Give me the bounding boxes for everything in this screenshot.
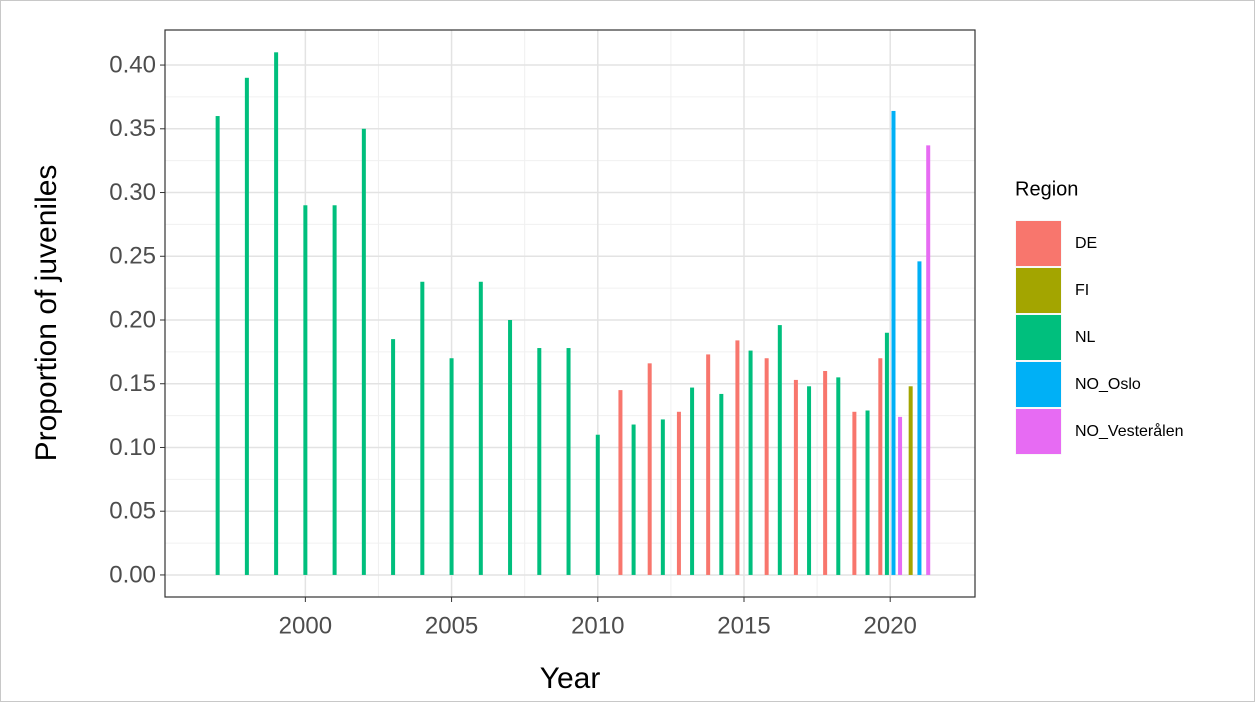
bar: [764, 358, 769, 575]
y-tick-label: 0.10: [109, 434, 156, 461]
bar: [215, 116, 220, 575]
bar: [891, 110, 896, 575]
legend-label: NL: [1075, 329, 1096, 346]
legend-swatch: [1016, 221, 1061, 266]
bar: [748, 350, 753, 575]
x-tick-label: 2010: [571, 612, 624, 639]
legend-swatch: [1016, 362, 1061, 407]
legend-title: Region: [1015, 178, 1078, 200]
bar: [836, 377, 841, 575]
bar: [823, 370, 828, 575]
x-axis-title: Year: [540, 662, 601, 695]
bar: [332, 205, 337, 575]
bar: [420, 281, 425, 575]
bar: [690, 387, 695, 575]
bar: [926, 145, 931, 575]
bar: [449, 358, 454, 575]
bar: [908, 386, 913, 575]
y-tick-label: 0.15: [109, 370, 156, 397]
bar: [274, 52, 279, 575]
bar: [618, 390, 623, 575]
y-tick-label: 0.40: [109, 51, 156, 78]
bar: [917, 261, 922, 575]
bar: [595, 434, 600, 575]
bar: [244, 77, 249, 575]
bar: [719, 393, 724, 575]
x-tick-label: 2020: [864, 612, 917, 639]
legend-swatch: [1016, 268, 1061, 313]
bar: [303, 205, 308, 575]
bar: [361, 128, 366, 575]
bar: [631, 424, 636, 575]
x-tick-label: 2000: [279, 612, 332, 639]
y-tick-label: 0.20: [109, 306, 156, 333]
legend-label: DE: [1075, 235, 1097, 252]
bar: [884, 332, 889, 575]
bar: [852, 411, 857, 575]
bar: [898, 416, 903, 575]
bar: [508, 320, 513, 575]
legend-label: NO_Vesterålen: [1075, 422, 1184, 440]
bar: [537, 348, 542, 575]
y-tick-label: 0.05: [109, 498, 156, 525]
x-tick-label: 2015: [717, 612, 770, 639]
bar: [676, 411, 681, 575]
bar: [391, 339, 396, 575]
bar: [865, 410, 870, 575]
y-tick-label: 0.30: [109, 179, 156, 206]
bar: [647, 363, 652, 575]
legend-label: NO_Oslo: [1075, 376, 1141, 393]
y-tick-label: 0.00: [109, 561, 156, 588]
bar: [706, 354, 711, 575]
bar: [777, 325, 782, 575]
y-axis-title: Proportion of juveniles: [30, 165, 63, 462]
legend-swatch: [1016, 409, 1061, 454]
bar: [566, 348, 571, 575]
x-tick-label: 2005: [425, 612, 478, 639]
y-tick-label: 0.25: [109, 243, 156, 270]
legend-label: FI: [1075, 282, 1089, 299]
bar: [478, 281, 483, 575]
bar: [660, 419, 665, 575]
bar: [793, 379, 798, 575]
plot-border: [164, 29, 976, 598]
bar: [735, 340, 740, 575]
bar: [807, 386, 812, 575]
legend-swatch: [1016, 315, 1061, 360]
bar: [878, 358, 883, 575]
y-tick-label: 0.35: [109, 115, 156, 142]
